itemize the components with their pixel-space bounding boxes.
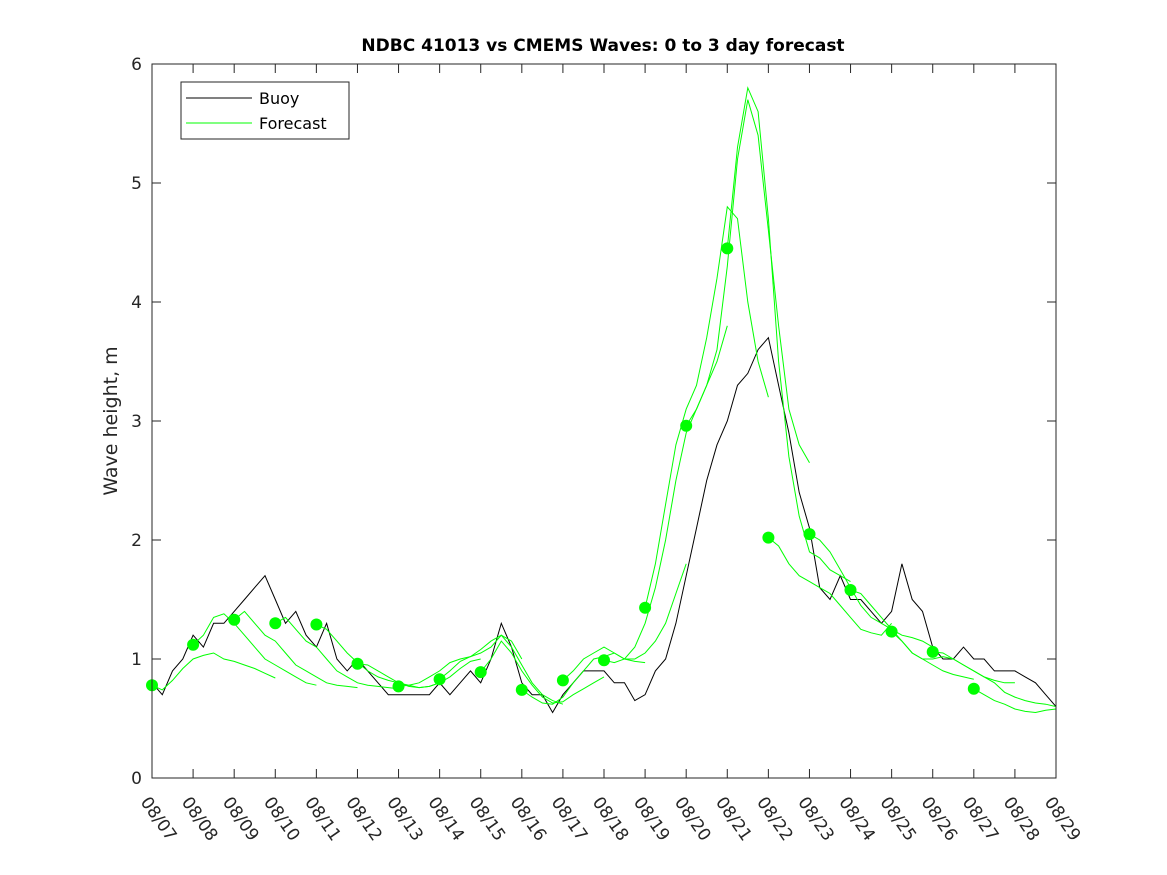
forecast-start-marker-6 (392, 680, 405, 693)
forecast-start-marker-15 (762, 531, 775, 544)
y-tick-label: 1 (131, 650, 142, 670)
forecast-line-8 (480, 640, 605, 704)
forecast-line-20 (973, 688, 1057, 714)
forecast-line-15 (768, 537, 892, 636)
forecast-line-5 (357, 658, 481, 689)
forecast-line-0 (151, 652, 276, 691)
forecast-start-markers (146, 242, 980, 696)
forecast-start-marker-4 (310, 618, 323, 631)
y-tick-label: 6 (131, 55, 142, 75)
forecast-line-16 (809, 533, 933, 648)
forecast-start-marker-7 (433, 673, 446, 686)
forecast-line-12 (644, 205, 769, 608)
y-tick-label: 3 (131, 412, 142, 432)
forecast-start-marker-8 (474, 666, 487, 679)
buoy-series (151, 336, 1057, 714)
forecast-line-2 (233, 610, 358, 689)
forecast-line-3 (275, 616, 399, 690)
forecast-start-marker-16 (803, 528, 816, 541)
legend: Buoy Forecast (180, 81, 350, 140)
forecast-start-marker-20 (967, 682, 980, 695)
buoy-line (151, 336, 1057, 714)
forecast-start-marker-10 (556, 674, 569, 687)
forecast-start-marker-2 (228, 613, 241, 626)
forecast-line-19 (932, 651, 1057, 708)
forecast-series-group (151, 86, 1057, 714)
forecast-start-marker-1 (187, 638, 200, 651)
y-tick-label: 5 (131, 174, 142, 194)
forecast-start-marker-17 (844, 584, 857, 596)
forecast-line-7 (439, 634, 564, 705)
y-tick-label: 4 (131, 293, 142, 313)
forecast-start-marker-12 (639, 601, 652, 614)
forecast-start-marker-14 (721, 242, 734, 255)
forecast-start-marker-3 (269, 617, 282, 630)
y-tick-label: 0 (131, 769, 142, 789)
forecast-line-14 (726, 86, 851, 583)
forecast-start-marker-19 (926, 645, 939, 658)
chart-title: NDBC 41013 vs CMEMS Waves: 0 to 3 day fo… (361, 36, 844, 56)
y-axis: 0 1 2 3 4 5 6 (131, 55, 1056, 789)
forecast-start-marker-5 (351, 657, 364, 670)
legend-buoy-label: Buoy (259, 89, 299, 108)
forecast-start-marker-18 (885, 625, 898, 638)
legend-box (180, 81, 350, 140)
forecast-line-13 (685, 99, 810, 463)
y-tick-label: 2 (131, 531, 142, 551)
legend-forecast-label: Forecast (259, 114, 327, 133)
forecast-start-marker-11 (598, 654, 610, 667)
forecast-start-marker-9 (515, 683, 528, 696)
y-axis-label: Wave height, m (100, 346, 122, 495)
forecast-start-marker-13 (680, 419, 693, 432)
forecast-line-1 (192, 613, 317, 686)
